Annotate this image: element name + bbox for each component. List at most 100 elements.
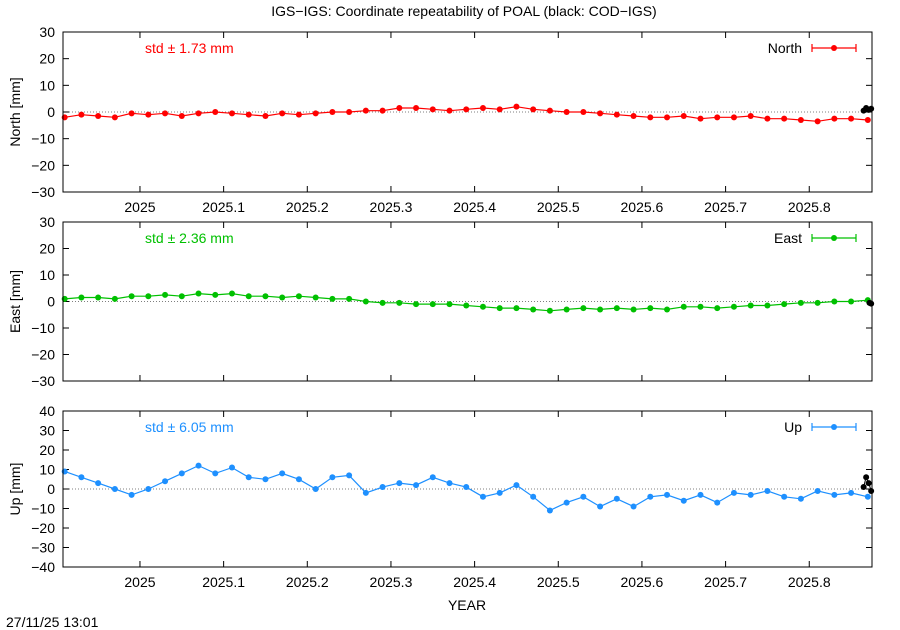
east-data-point: [463, 302, 470, 309]
north-data-point: [279, 110, 286, 117]
east-data-point: [647, 305, 654, 312]
up-data-point: [530, 493, 537, 500]
north-data-point: [730, 114, 737, 121]
north-data-point: [262, 113, 269, 119]
north-data-point: [228, 110, 235, 117]
east-data-point: [346, 295, 353, 302]
east-data-point: [379, 299, 386, 306]
x-tick-label: 2025.3: [370, 199, 413, 215]
legend-label: Up: [784, 419, 802, 435]
north-data-point: [697, 115, 704, 122]
up-data-point: [362, 489, 369, 496]
up-data-point: [128, 491, 135, 498]
east-data-point: [396, 299, 403, 306]
up-data-point: [228, 464, 235, 471]
up-data-point: [429, 474, 436, 481]
east-data-point: [664, 306, 671, 313]
east-data-point: [145, 293, 152, 300]
east-data-point: [279, 294, 286, 301]
cod-data-point: [863, 474, 870, 481]
up-data-point: [647, 493, 654, 500]
y-tick-label: 10: [39, 267, 55, 283]
east-data-point: [613, 305, 620, 312]
north-data-point: [162, 110, 169, 117]
y-tick-label: −10: [31, 501, 55, 517]
up-data-point: [764, 487, 771, 494]
y-tick-label: 0: [47, 481, 55, 497]
x-tick-label: 2025.6: [621, 574, 664, 590]
east-data-point: [195, 290, 202, 297]
x-tick-label: 2025.7: [704, 574, 747, 590]
up-data-point: [714, 499, 721, 506]
north-data-point: [781, 115, 788, 122]
up-data-point: [329, 474, 336, 481]
x-tick-label: 2025.5: [537, 199, 580, 215]
up-data-point: [245, 474, 252, 481]
east-data-point: [546, 307, 553, 314]
up-data-point: [379, 484, 386, 491]
up-data-point: [346, 472, 353, 479]
up-data-point: [848, 489, 855, 496]
up-data-point: [580, 493, 587, 500]
east-data-point: [814, 299, 821, 306]
x-tick-label: 2025.8: [788, 199, 831, 215]
up-data-point: [111, 486, 118, 492]
up-data-point: [212, 470, 219, 477]
north-data-point: [647, 114, 654, 121]
y-tick-label: 10: [39, 77, 55, 93]
plot-frame: [62, 31, 873, 193]
east-data-point: [162, 291, 169, 298]
east-data-point: [530, 306, 537, 313]
y-tick-label: −10: [31, 320, 55, 336]
north-data-point: [848, 115, 855, 122]
north-data-point: [630, 113, 637, 119]
east-data-point: [178, 293, 185, 300]
x-tick-label: 2025.6: [621, 199, 664, 215]
east-panel: 30 20 10 0 −10 −20 −30 East [mm] std ± 2.36 mm Ea…: [7, 214, 875, 389]
up-data-point: [546, 507, 553, 514]
y-tick-label: 20: [39, 241, 55, 257]
plot-frame: [62, 221, 873, 382]
y-tick-label: 10: [39, 462, 55, 478]
north-data-point: [212, 109, 219, 115]
east-data-point: [413, 301, 420, 308]
east-data-point: [680, 303, 687, 310]
north-data-point: [714, 114, 721, 121]
y-tick-label: 40: [39, 403, 55, 419]
north-data-point: [178, 113, 185, 119]
north-data-point: [362, 107, 369, 114]
east-data-point: [128, 293, 135, 300]
x-tick-label: 2025: [124, 574, 155, 590]
east-data-point: [764, 302, 771, 309]
cod-series-line: [863, 475, 872, 492]
x-tick-label: 2025.5: [537, 574, 580, 590]
up-data-point: [864, 493, 871, 500]
x-tick-label: 2025.3: [370, 574, 413, 590]
y-axis-label: East [mm]: [7, 270, 23, 333]
up-data-point: [479, 493, 486, 500]
north-data-point: [95, 113, 102, 119]
north-data-point: [329, 109, 336, 115]
up-data-point: [563, 499, 570, 506]
up-data-point: [747, 491, 754, 498]
y-tick-label: −20: [31, 157, 55, 173]
east-data-point: [496, 305, 503, 312]
plot-frame: [62, 410, 873, 568]
up-data-point: [680, 497, 687, 504]
north-data-point: [496, 106, 503, 113]
north-data-point: [413, 105, 420, 111]
up-data-point: [295, 476, 302, 483]
x-tick-label: 2025.4: [453, 574, 496, 590]
y-tick-label: −40: [31, 559, 55, 575]
north-data-point: [597, 110, 604, 117]
up-data-point: [513, 482, 520, 489]
north-data-point: [680, 113, 687, 119]
y-tick-label: −30: [31, 373, 55, 389]
x-tick-label: 2025.1: [202, 574, 245, 590]
east-data-point: [580, 305, 587, 312]
north-panel: 30 20 10 0 −10 −20 −30 2025 2025.1 2025.2 2025.3 20…: [7, 24, 875, 215]
up-data-point: [814, 487, 821, 494]
y-tick-label: −30: [31, 184, 55, 200]
north-data-point: [145, 111, 152, 118]
east-data-point: [429, 301, 436, 308]
